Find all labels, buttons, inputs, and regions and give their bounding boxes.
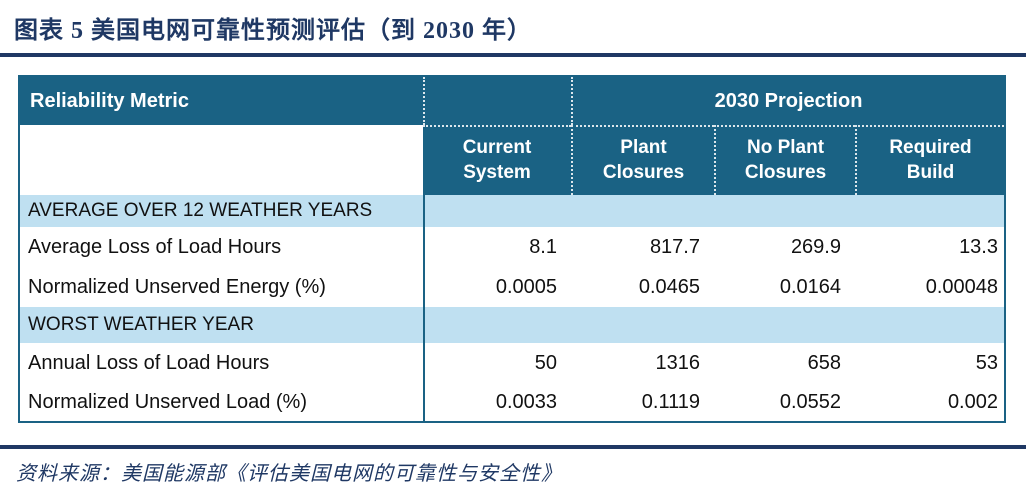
value-cell: 0.0005 [423, 267, 571, 307]
section-header-band [423, 307, 1004, 343]
metric-label: Average Loss of Load Hours [20, 227, 423, 267]
value-cell: 0.1119 [571, 383, 714, 421]
title-underline-rule [0, 53, 1026, 57]
value-cell: 0.002 [855, 383, 1004, 421]
value-cell: 0.0465 [571, 267, 714, 307]
value-cell: 269.9 [714, 227, 855, 267]
header-empty-cell [423, 77, 571, 125]
value-cell: 0.0164 [714, 267, 855, 307]
value-cell: 0.00048 [855, 267, 1004, 307]
header-reliability-metric: Reliability Metric [20, 77, 423, 125]
column-header-line: Required [889, 137, 972, 159]
header-2030-projection: 2030 Projection [571, 77, 1004, 125]
column-header-line: System [463, 162, 531, 183]
value-cell: 817.7 [571, 227, 714, 267]
metric-label: Annual Loss of Load Hours [20, 343, 423, 383]
column-header-current-system: Current System [423, 125, 571, 195]
section-header-average-weather-years: AVERAGE OVER 12 WEATHER YEARS [20, 195, 423, 227]
metric-label: Normalized Unserved Load (%) [20, 383, 423, 421]
figure-title: 图表 5 美国电网可靠性预测评估（到 2030 年） [14, 18, 532, 44]
section-header-band [423, 195, 1004, 227]
column-header-line: Build [906, 162, 955, 183]
section-header-worst-weather-year: WORST WEATHER YEAR [20, 307, 423, 343]
value-cell: 53 [855, 343, 1004, 383]
reliability-table: Reliability Metric 2030 Projection Curre… [18, 75, 1006, 423]
value-cell: 0.0552 [714, 383, 855, 421]
value-cell: 8.1 [423, 227, 571, 267]
value-cell: 1316 [571, 343, 714, 383]
column-header-line: No Plant [746, 137, 825, 159]
metric-label: Normalized Unserved Energy (%) [20, 267, 423, 307]
value-cell: 0.0033 [423, 383, 571, 421]
footer-rule [0, 445, 1026, 449]
column-header-line: Current [462, 137, 532, 159]
value-cell: 50 [423, 343, 571, 383]
header-blank-left-cell [20, 125, 423, 195]
column-header-required-build: Required Build [855, 125, 1004, 195]
value-cell: 13.3 [855, 227, 1004, 267]
source-note: 资料来源：美国能源部《评估美国电网的可靠性与安全性》 [16, 463, 562, 485]
column-header-line: Closures [744, 162, 827, 183]
column-header-line: Closures [602, 162, 685, 183]
value-cell: 658 [714, 343, 855, 383]
column-header-plant-closures: Plant Closures [571, 125, 714, 195]
column-header-line: Plant [620, 137, 667, 159]
column-header-no-plant-closures: No Plant Closures [714, 125, 855, 195]
